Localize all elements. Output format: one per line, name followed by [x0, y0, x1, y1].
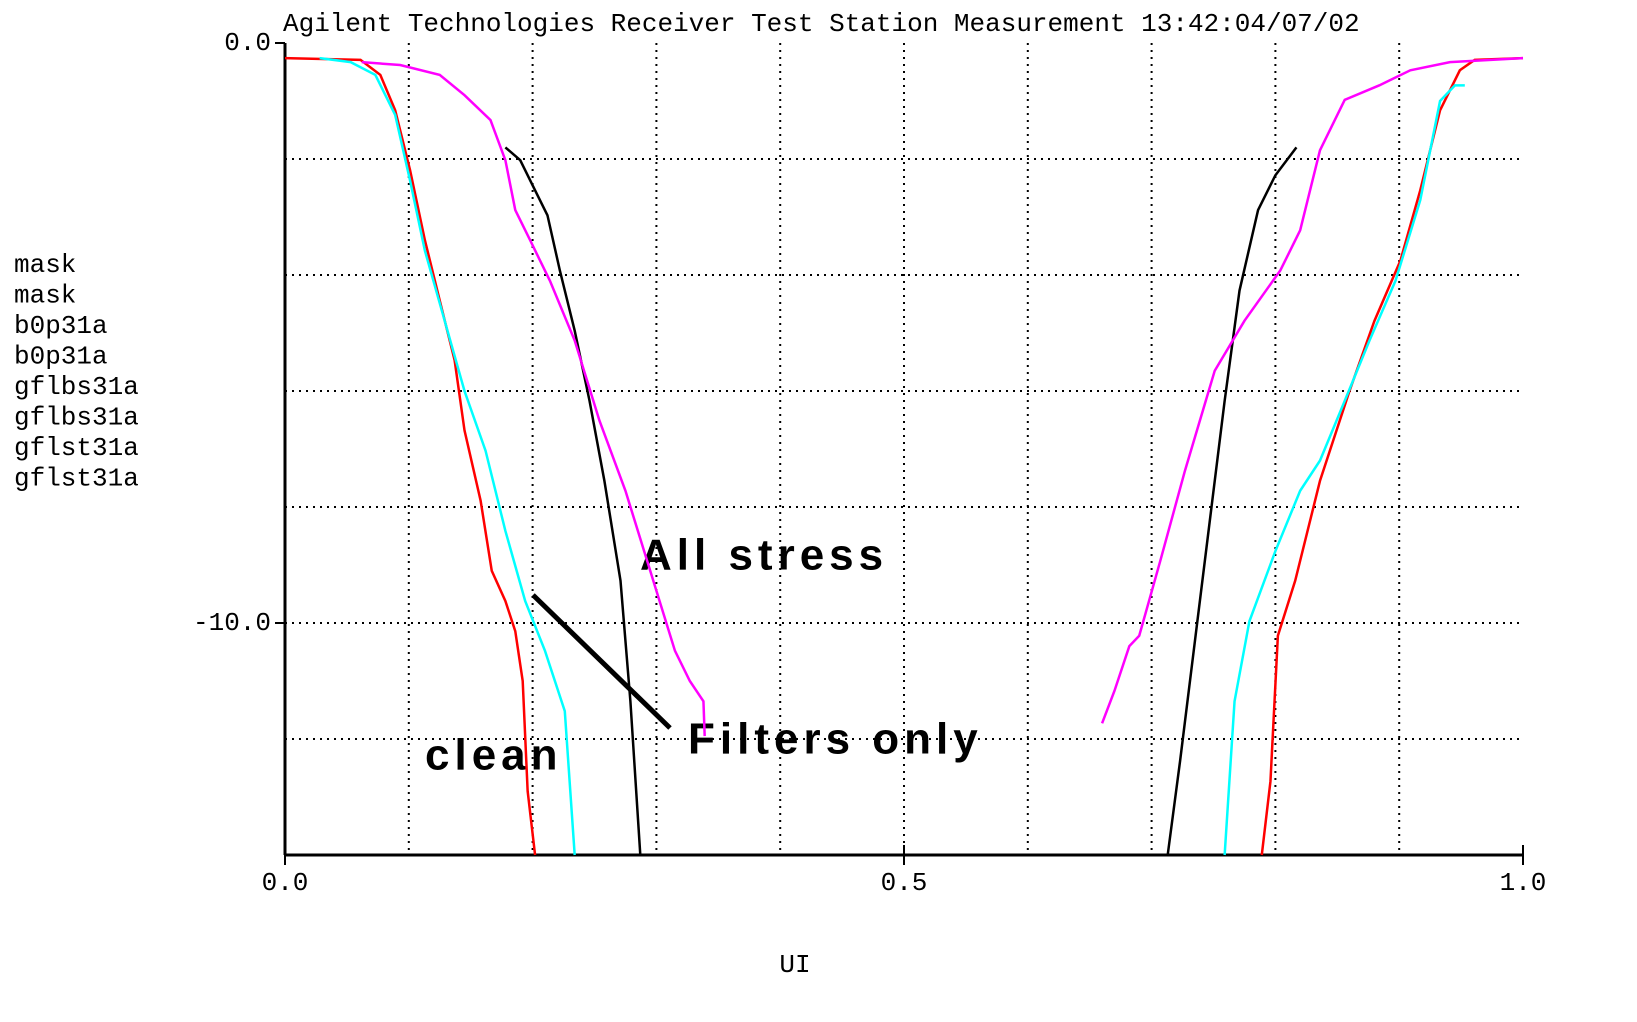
annotation: All stress — [640, 531, 888, 580]
annotation: clean — [425, 731, 563, 780]
legend-entry: b0p31a — [14, 311, 108, 341]
legend-entry: mask — [14, 280, 76, 310]
series-line — [1100, 56, 1524, 724]
series-line — [319, 56, 576, 856]
series-line — [361, 60, 706, 737]
legend-entry: gflbs31a — [14, 372, 139, 402]
annotation-pointer — [531, 593, 672, 730]
y-tick-label: 0.0 — [224, 28, 271, 58]
legend-entry: gflst31a — [14, 463, 139, 493]
x-tick-label: 0.5 — [881, 868, 928, 898]
series-line — [284, 56, 537, 856]
legend-entry: gflbs31a — [14, 402, 139, 432]
series-line — [1223, 84, 1465, 856]
x-tick-label: 0.0 — [262, 868, 309, 898]
y-tick-label: -10.0 — [193, 608, 271, 638]
x-tick-label: 1.0 — [1500, 868, 1547, 898]
x-axis-label: UI — [779, 950, 810, 980]
series-line — [1166, 146, 1298, 856]
legend-entry: mask — [14, 250, 76, 280]
series-line — [1260, 56, 1524, 856]
legend-entry: b0p31a — [14, 341, 108, 371]
series-line — [504, 146, 642, 856]
chart-title: Agilent Technologies Receiver Test Stati… — [283, 9, 1360, 39]
legend-entry: gflst31a — [14, 433, 139, 463]
annotation: Filters only — [688, 715, 983, 764]
